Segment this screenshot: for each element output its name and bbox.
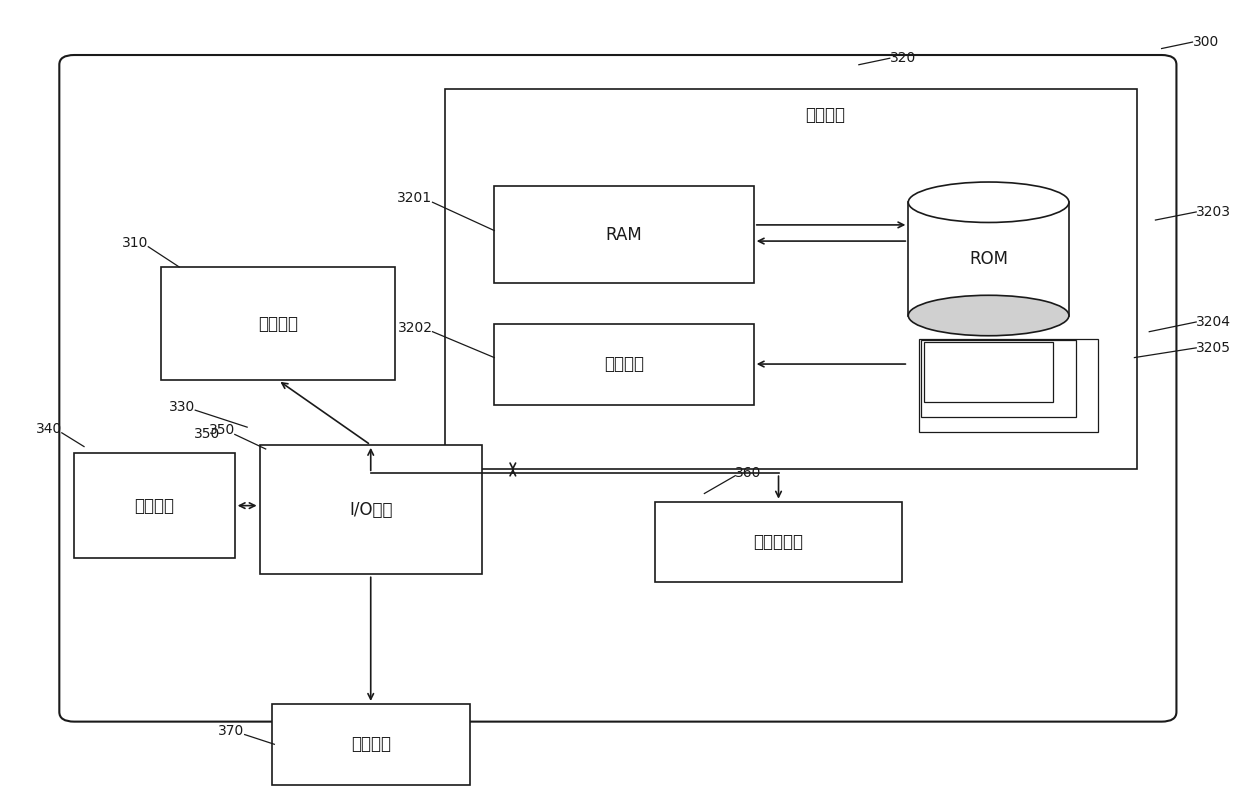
- Bar: [908, 202, 1069, 316]
- Text: ROM: ROM: [970, 250, 1008, 268]
- Text: RAM: RAM: [605, 226, 642, 244]
- Bar: [655, 502, 901, 582]
- Text: 350: 350: [208, 423, 234, 438]
- Text: 350: 350: [193, 427, 219, 442]
- Bar: [919, 339, 1097, 432]
- Ellipse shape: [908, 295, 1069, 336]
- Bar: [161, 267, 396, 380]
- Text: 处理单元: 处理单元: [258, 315, 298, 332]
- Bar: [495, 324, 754, 404]
- Text: 320: 320: [890, 51, 916, 66]
- Text: 高速缓存: 高速缓存: [604, 355, 644, 373]
- Text: 340: 340: [36, 421, 62, 436]
- Bar: [74, 453, 234, 558]
- Bar: [495, 186, 754, 283]
- Text: 3205: 3205: [1197, 341, 1231, 355]
- FancyBboxPatch shape: [60, 55, 1177, 722]
- Text: 310: 310: [122, 235, 149, 250]
- Text: 300: 300: [1193, 35, 1219, 49]
- Text: 网络适配器: 网络适配器: [754, 533, 804, 551]
- Text: 370: 370: [218, 724, 244, 739]
- Text: 3202: 3202: [398, 320, 433, 335]
- Text: 3203: 3203: [1197, 205, 1231, 219]
- Text: I/O接口: I/O接口: [348, 501, 393, 519]
- Text: 3204: 3204: [1197, 315, 1231, 329]
- Text: 显示单元: 显示单元: [134, 497, 175, 515]
- Bar: [921, 341, 1076, 417]
- Text: 存储单元: 存储单元: [806, 106, 846, 124]
- Bar: [445, 89, 1137, 469]
- Text: 360: 360: [735, 466, 761, 481]
- Bar: [924, 342, 1054, 403]
- Text: 外部设备: 外部设备: [351, 735, 391, 753]
- Bar: [272, 704, 470, 785]
- Ellipse shape: [908, 182, 1069, 222]
- Bar: [259, 445, 482, 574]
- Text: 330: 330: [169, 400, 195, 414]
- Text: 3201: 3201: [397, 191, 433, 205]
